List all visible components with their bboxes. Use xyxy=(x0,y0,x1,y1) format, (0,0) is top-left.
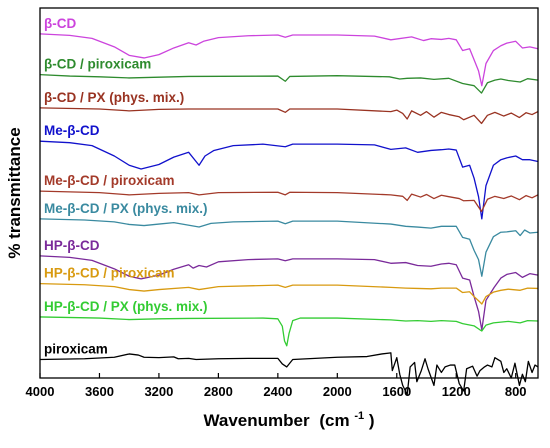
x-tick-label-2: 3200 xyxy=(144,384,173,399)
x-axis-title-main: Wavenumber xyxy=(203,411,310,430)
x-tick-label-7: 1200 xyxy=(442,384,471,399)
x-tick-label-6: 1600 xyxy=(382,384,411,399)
series-line-5 xyxy=(39,218,539,277)
series-label-4: Me-β-CD / piroxicam xyxy=(44,173,175,188)
series-label-7: HP-β-CD / piroxicam xyxy=(44,266,175,281)
x-tick-label-3: 2800 xyxy=(204,384,233,399)
series-line-8 xyxy=(39,316,539,347)
x-axis-title-unit-prefix: (cm xyxy=(319,411,349,430)
x-tick-label-0: 4000 xyxy=(26,384,55,399)
series-line-4 xyxy=(39,190,539,213)
series-line-2 xyxy=(39,107,539,125)
series-label-0: β-CD xyxy=(44,16,76,31)
plot-frame xyxy=(39,7,539,379)
series-label-1: β-CD / piroxicam xyxy=(44,57,151,72)
series-labels: β-CD β-CD / piroxicam β-CD / PX (phys. mix… xyxy=(44,16,208,357)
series-label-6: HP-β-CD xyxy=(44,238,100,253)
x-axis-title: Wavenumber (cm -1 ) xyxy=(203,404,374,430)
x-tick-label-4: 2400 xyxy=(263,384,292,399)
spectra-traces xyxy=(39,33,539,396)
x-axis-title-unit-exponent: -1 xyxy=(354,410,364,422)
series-label-8: HP-β-CD / PX (phys. mix.) xyxy=(44,299,208,314)
series-label-2: β-CD / PX (phys. mix.) xyxy=(44,90,184,105)
series-line-9 xyxy=(39,352,539,396)
series-line-6 xyxy=(39,255,539,331)
x-tick-label-8: 800 xyxy=(505,384,527,399)
series-line-0 xyxy=(39,33,539,87)
series-line-3 xyxy=(39,140,539,220)
series-label-5: Me-β-CD / PX (phys. mix.) xyxy=(44,201,208,216)
x-axis-title-unit-suffix: ) xyxy=(369,411,375,430)
series-line-1 xyxy=(39,73,539,94)
x-tick-label-5: 2000 xyxy=(323,384,352,399)
series-line-7 xyxy=(39,283,539,305)
x-tick-label-1: 3600 xyxy=(85,384,114,399)
series-label-3: Me-β-CD xyxy=(44,123,100,138)
x-axis-ticks: 4000 3600 3200 2800 2400 2000 1600 1200 800 xyxy=(26,373,527,399)
series-label-9: piroxicam xyxy=(44,342,108,357)
y-axis-title: % transmittance xyxy=(5,127,24,258)
